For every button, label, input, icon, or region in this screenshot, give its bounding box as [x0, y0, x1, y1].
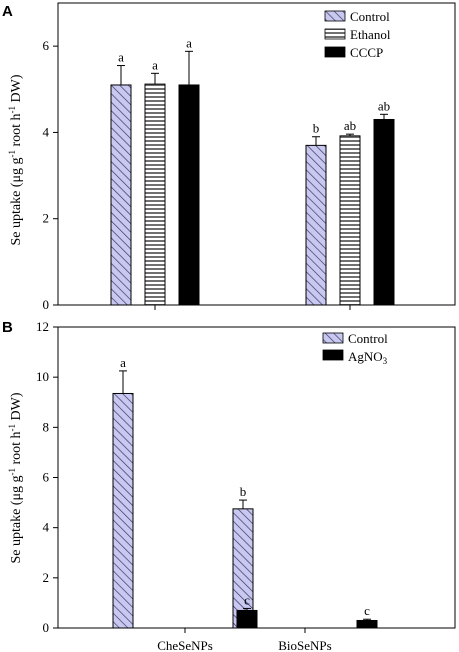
legend-label-sub: 3 [383, 356, 388, 366]
legend-label-control: Control [350, 9, 390, 24]
panel-b-ylabel: Se uptake (μg g-1 root h-1 DW) [7, 392, 24, 563]
legend-swatch-control [322, 332, 344, 344]
panel-a-legend: Control Ethanol CCCP [324, 9, 391, 60]
panel-a: A Se uptake (μg g-1 root h-1 DW) 0246aba… [2, 2, 456, 312]
y-tick-label: 12 [36, 319, 49, 334]
ylabel-sup: -1 [7, 424, 17, 432]
panel-a-ylabel-text: Se uptake (μg g-1 root h-1 DW) [7, 74, 24, 245]
y-tick-label: 0 [43, 297, 50, 312]
legend-swatch-cccp [324, 46, 346, 58]
significance-letter: b [313, 121, 320, 136]
panel-b-label: B [2, 319, 13, 336]
ylabel-sup: -1 [7, 150, 17, 158]
x-tick-label: CheSeNPs [157, 638, 213, 652]
legend-label-ethanol: Ethanol [350, 27, 391, 42]
ylabel-part: root h [9, 431, 24, 468]
y-tick-label: 10 [36, 369, 49, 384]
bar [305, 144, 327, 306]
y-tick-label: 0 [43, 620, 50, 635]
legend-label-control: Control [348, 331, 388, 346]
y-tick-label: 2 [43, 211, 50, 226]
significance-letter: c [364, 603, 370, 618]
y-tick-label: 8 [43, 419, 50, 434]
y-tick-label: 2 [43, 570, 50, 585]
legend-label-agno3: AgNO3 [348, 349, 388, 366]
bar [112, 392, 134, 629]
y-tick-label: 4 [43, 520, 50, 535]
legend-swatch-control [324, 10, 346, 22]
x-tick-label: BioSeNPs [278, 638, 331, 652]
significance-letter: a [186, 35, 192, 50]
y-tick-label: 4 [43, 124, 50, 139]
panel-b-plot: 0 2 4 6 8 10 12 CheSeNPs BioSeNPs a b c c [36, 319, 456, 652]
significance-letter: a [118, 50, 124, 65]
significance-letter: ab [378, 98, 390, 113]
bar [339, 135, 361, 306]
legend-label-main: Control [348, 331, 388, 346]
legend-label-main: AgNO [348, 349, 383, 364]
bar [356, 619, 378, 629]
ylabel-sup: -1 [7, 106, 17, 114]
ylabel-part: DW) [9, 392, 24, 424]
significance-letter: a [152, 57, 158, 72]
y-tick-label: 6 [43, 470, 50, 485]
ylabel-part: Se uptake (μg g [9, 158, 24, 246]
panel-b-ylabel-text: Se uptake (μg g-1 root h-1 DW) [7, 392, 24, 563]
legend-swatch-agno3 [322, 349, 344, 361]
plot-frame [57, 2, 456, 306]
ylabel-sup: -1 [7, 468, 17, 476]
panel-a-ylabel: Se uptake (μg g-1 root h-1 DW) [7, 74, 24, 245]
bar [178, 84, 200, 306]
significance-letter: a [120, 355, 126, 370]
bar [236, 609, 258, 629]
y-tick-label: 6 [43, 38, 50, 53]
ylabel-part: DW) [9, 74, 24, 106]
panel-b: B Se uptake (μg g-1 root h-1 DW) 0246810… [2, 319, 456, 652]
bar [373, 118, 395, 306]
panel-b-legend: Control AgNO3 [322, 331, 388, 366]
ylabel-part: Se uptake (μg g [9, 476, 24, 564]
legend-label-cccp: CCCP [350, 45, 383, 60]
bar [144, 83, 166, 306]
legend-swatch-ethanol [324, 28, 346, 40]
bar [110, 84, 132, 306]
significance-letter: b [240, 484, 247, 499]
ylabel-part: root h [9, 113, 24, 150]
panel-a-label: A [2, 3, 13, 20]
significance-letter: ab [344, 118, 356, 133]
significance-letter: c [244, 592, 250, 607]
